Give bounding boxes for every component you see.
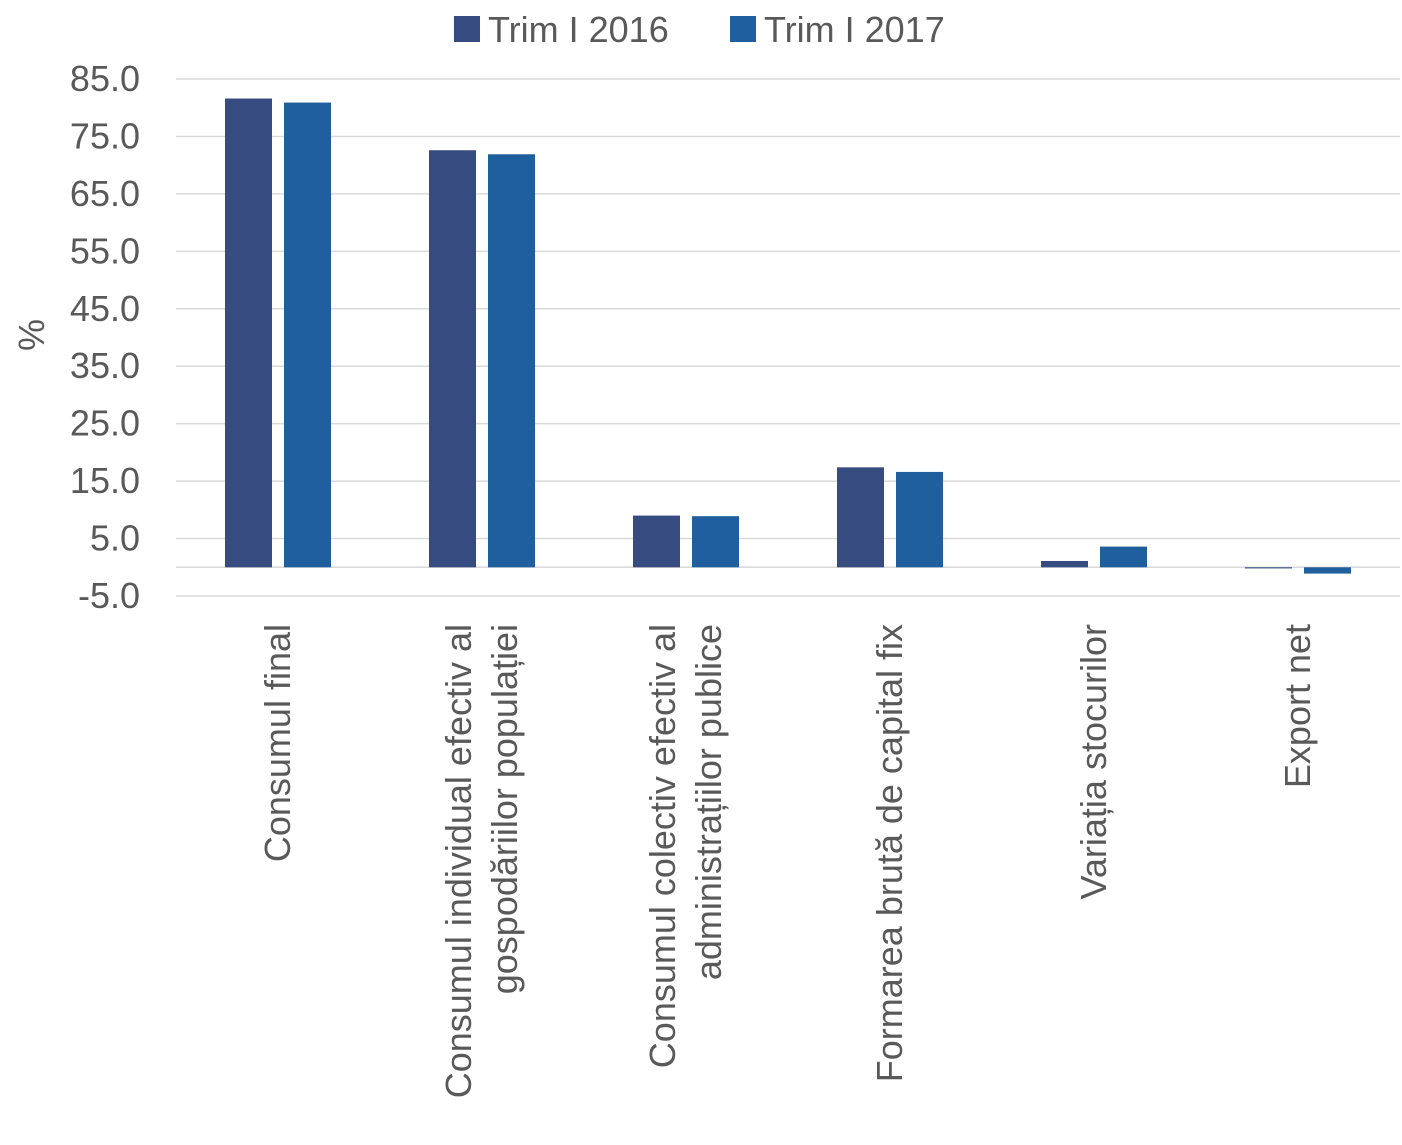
y-tick-label: 25.0 xyxy=(70,403,140,444)
bar xyxy=(633,515,680,568)
bar xyxy=(284,102,331,568)
y-tick-label: 85.0 xyxy=(70,58,140,99)
x-axis: Consumul final Consumul individual efecti… xyxy=(257,624,1318,1098)
bar xyxy=(896,471,943,568)
bars xyxy=(225,98,1351,574)
y-tick-label: -5.0 xyxy=(78,575,140,616)
legend-label: Trim I 2017 xyxy=(764,9,945,50)
legend: Trim I 2016 Trim I 2017 xyxy=(454,9,945,50)
y-tick-label: 65.0 xyxy=(70,173,140,214)
bar xyxy=(429,150,476,568)
y-tick-label: 15.0 xyxy=(70,460,140,501)
category-label: administrațiilor publice xyxy=(688,624,729,980)
category-label: Consumul individual efectiv al xyxy=(438,624,479,1098)
y-tick-label: 75.0 xyxy=(70,115,140,156)
gridlines xyxy=(176,78,1400,597)
category-label: Consumul colectiv efectiv al xyxy=(642,624,683,1068)
legend-swatch xyxy=(730,16,756,42)
category-label: Export net xyxy=(1277,624,1318,788)
category-label: Consumul final xyxy=(257,624,298,862)
legend-label: Trim I 2016 xyxy=(488,9,669,50)
category-label: gospodăriilor populației xyxy=(484,624,525,994)
legend-swatch xyxy=(454,16,480,42)
y-tick-label: 55.0 xyxy=(70,230,140,271)
category-label: Variația stocurilor xyxy=(1073,624,1114,899)
y-axis-title: % xyxy=(11,319,52,351)
bar xyxy=(1245,567,1292,569)
y-tick-label: 45.0 xyxy=(70,288,140,329)
y-tick-label: 5.0 xyxy=(90,518,140,559)
y-tick-label: 35.0 xyxy=(70,345,140,386)
bar xyxy=(1304,567,1351,574)
bar xyxy=(225,98,272,568)
bar xyxy=(488,154,535,568)
y-axis: -5.0 5.0 15.0 25.0 35.0 45.0 55.0 65.0 75.0 85.0 xyxy=(70,58,140,616)
bar xyxy=(1041,560,1088,568)
category-label: Formarea brută de capital fix xyxy=(869,624,910,1082)
bar xyxy=(1100,546,1147,568)
bar xyxy=(692,516,739,568)
bar xyxy=(837,467,884,568)
